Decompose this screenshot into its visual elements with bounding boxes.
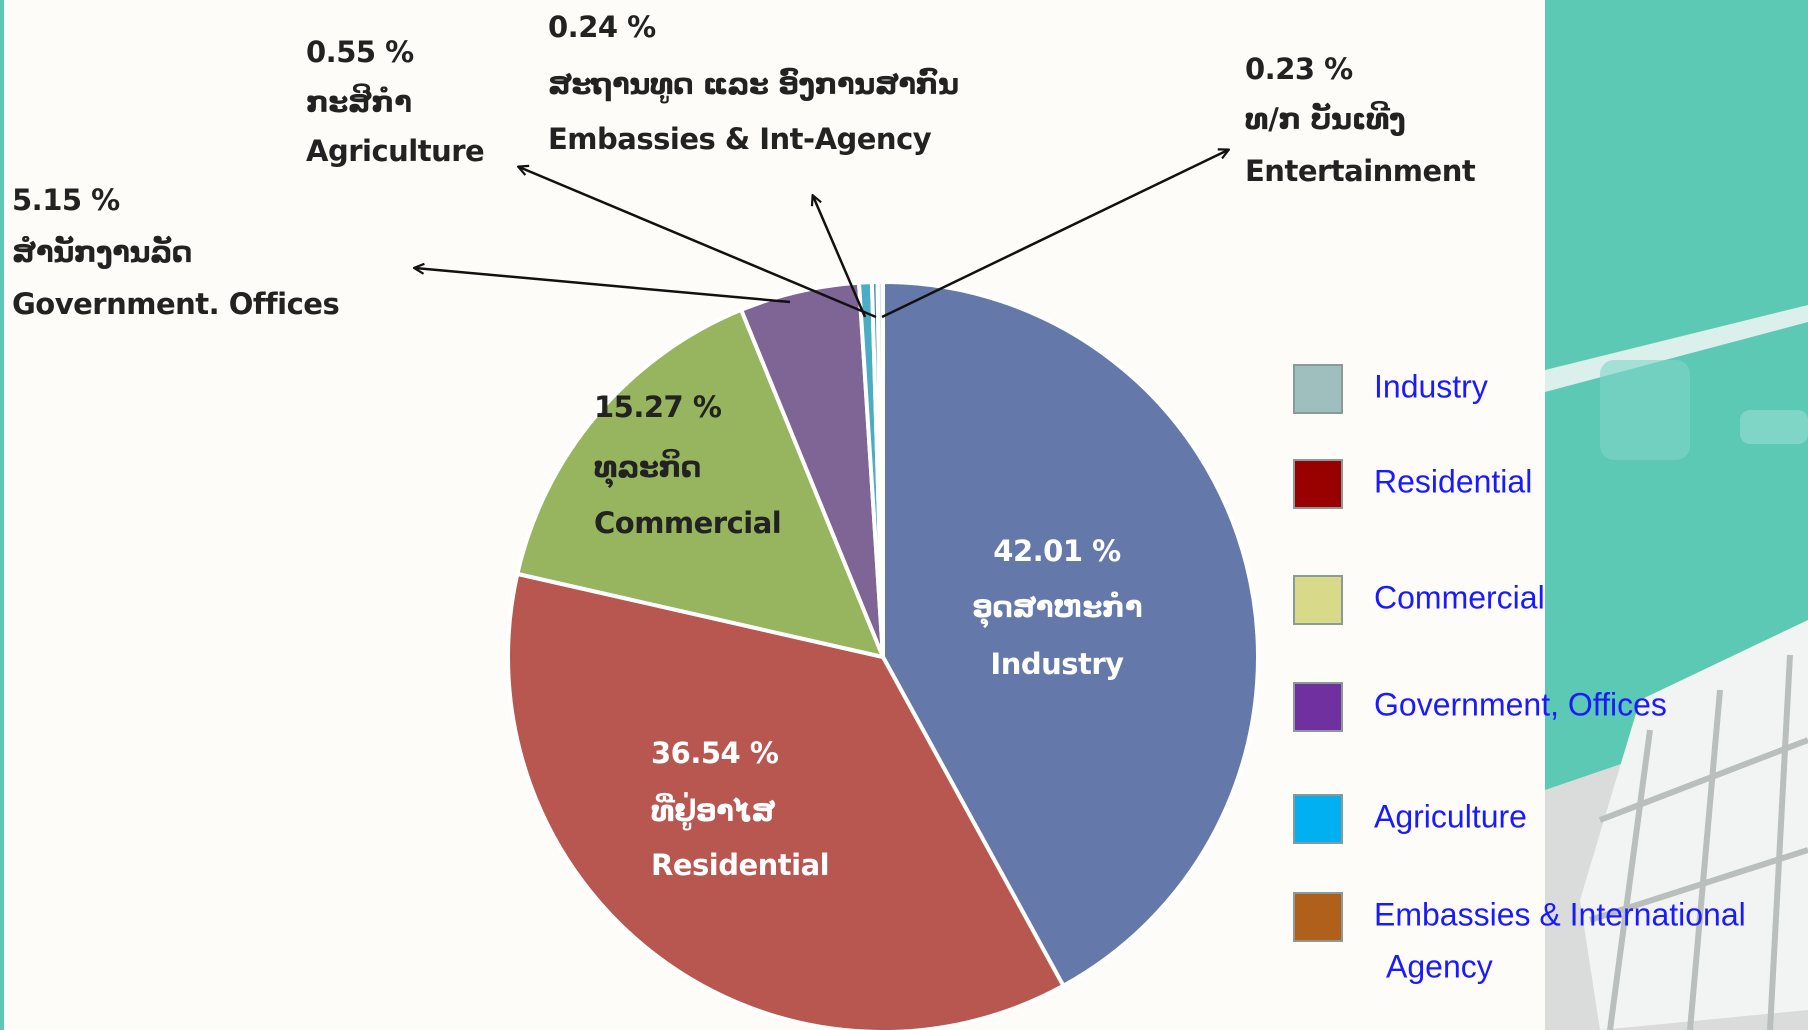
- lao-label: ທ/ກ ບັນເທີງ: [1245, 101, 1405, 136]
- legend-label: Agriculture: [1374, 798, 1527, 834]
- category-label: Entertainment: [1245, 154, 1476, 188]
- legend-label: Agency: [1386, 948, 1493, 984]
- legend-label: Commercial: [1374, 579, 1545, 615]
- pie-slice: [506, 571, 1066, 1030]
- legend-label: Residential: [1374, 463, 1532, 499]
- value-label: 5.15 %: [12, 183, 120, 217]
- pie-slice: [515, 307, 885, 659]
- lao-label: ອຸດສາຫະກຳ: [972, 590, 1142, 629]
- value-label: 0.24 %: [548, 10, 656, 44]
- legend-label: Embassies & International: [1374, 896, 1746, 932]
- legend-swatch: [1293, 459, 1343, 509]
- legend-label: Industry: [1374, 368, 1488, 404]
- category-label: Commercial: [594, 506, 781, 540]
- edge-strip: [0, 0, 4, 1030]
- value-label: 36.54 %: [651, 736, 779, 770]
- decor-panel: [1545, 0, 1808, 1030]
- pie-slice: [875, 279, 885, 659]
- legend-label: Government, Offices: [1374, 686, 1667, 722]
- arrows: [415, 150, 1228, 319]
- value-label: 0.55 %: [306, 35, 414, 69]
- value-label: 0.23 %: [1245, 52, 1353, 86]
- legend-swatch: [1293, 682, 1343, 732]
- lao-label: ທີ່ຢູ່ອາໄສ: [651, 792, 775, 830]
- legend-swatch: [1293, 794, 1343, 844]
- value-label: 15.27 %: [594, 390, 722, 424]
- legend-swatch: [1293, 364, 1343, 414]
- lao-label: ກະສິກຳ: [306, 83, 411, 119]
- category-label: Government. Offices: [12, 287, 339, 321]
- category-label: Agriculture: [306, 134, 484, 168]
- category-label: Industry: [990, 647, 1124, 681]
- pie-slice: [881, 280, 1260, 988]
- category-label: Residential: [651, 848, 829, 882]
- legend-swatch: [1293, 575, 1343, 625]
- lao-label: ສຳນັກງານລັດ: [12, 235, 192, 269]
- lao-label: ສະຖານທູດ ແລະ ອົງການສາກົນ: [548, 67, 959, 103]
- value-label: 42.01 %: [993, 534, 1121, 568]
- category-label: Embassies & Int-Agency: [548, 122, 932, 156]
- legend-swatch: [1293, 892, 1343, 942]
- lao-label: ທຸລະກິດ: [594, 449, 701, 489]
